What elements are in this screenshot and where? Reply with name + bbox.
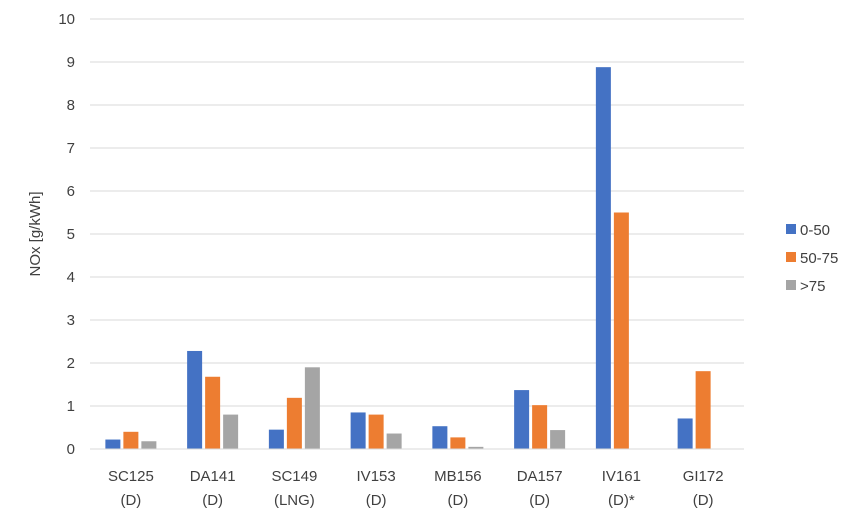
bar-0-50 [268, 429, 284, 449]
y-tick-label: 1 [67, 398, 75, 415]
bar-0-50 [187, 350, 203, 449]
bar-50-75 [123, 431, 139, 449]
bar->75 [141, 441, 157, 449]
y-tick-label: 4 [67, 269, 75, 286]
legend-label: >75 [800, 278, 825, 295]
y-tick-label: 0 [67, 441, 75, 458]
x-tick-label-line: SC149 [271, 468, 317, 485]
bar-0-50 [595, 67, 611, 449]
x-tick-label-line: (D)* [608, 492, 635, 509]
x-tick-label-line: GI172 [683, 468, 724, 485]
x-tick-label: IV161 (D)* [602, 468, 641, 509]
bar->75 [550, 430, 566, 449]
y-tick-label: 5 [67, 226, 75, 243]
x-tick-label: MB156 (D) [434, 468, 482, 509]
bar-50-75 [613, 212, 629, 449]
legend-label: 50-75 [800, 250, 838, 267]
bar-0-50 [514, 390, 530, 449]
x-tick-label-line: (LNG) [274, 492, 315, 509]
x-tick-label: GI172 (D) [683, 468, 724, 509]
y-tick-label: 10 [58, 11, 75, 28]
bar-0-50 [677, 418, 693, 449]
x-tick-label-line: DA157 [517, 468, 563, 485]
bar-50-75 [205, 376, 221, 449]
legend-label: 0-50 [800, 222, 830, 239]
x-tick-label-line: MB156 [434, 468, 482, 485]
bar-50-75 [450, 437, 466, 449]
bar->75 [386, 433, 402, 449]
legend-swatch [786, 252, 796, 262]
bar-50-75 [532, 405, 548, 449]
y-tick-label: 6 [67, 183, 75, 200]
bar-0-50 [432, 426, 448, 449]
x-tick-label: DA141 (D) [190, 468, 236, 509]
x-tick-label: DA157 (D) [517, 468, 563, 509]
y-tick-label: 2 [67, 355, 75, 372]
x-tick-label: SC149 (LNG) [271, 468, 317, 509]
x-tick-label-line: (D) [366, 492, 387, 509]
x-tick-label: IV153 (D) [357, 468, 396, 509]
legend: 0-50 50-75 >75 [786, 222, 838, 295]
x-tick-label-line: (D) [120, 492, 141, 509]
bar-50-75 [286, 397, 302, 449]
legend-swatch [786, 224, 796, 234]
y-tick-label: 3 [67, 312, 75, 329]
gridlines [90, 18, 744, 407]
y-tick-label: 9 [67, 54, 75, 71]
x-tick-label-line: (D) [693, 492, 714, 509]
x-tick-label: SC125 (D) [108, 468, 154, 509]
bars [105, 67, 711, 449]
x-tick-label-line: IV153 [357, 468, 396, 485]
y-axis-ticks: 0 1 2 3 4 5 6 7 8 9 10 [58, 11, 75, 458]
x-tick-label-line: (D) [202, 492, 223, 509]
y-tick-label: 7 [67, 140, 75, 157]
x-tick-label-line: IV161 [602, 468, 641, 485]
bar-0-50 [350, 412, 366, 449]
x-tick-label-line: (D) [529, 492, 550, 509]
bar->75 [468, 446, 484, 449]
bar->75 [223, 414, 239, 449]
bar->75 [304, 367, 320, 449]
y-axis-title: NOx [g/kWh] [27, 191, 44, 276]
bar-50-75 [695, 371, 711, 449]
x-tick-label-line: (D) [447, 492, 468, 509]
bar-50-75 [368, 414, 384, 449]
y-tick-label: 8 [67, 97, 75, 114]
x-tick-label-line: SC125 [108, 468, 154, 485]
bar-0-50 [105, 439, 121, 449]
x-tick-label-line: DA141 [190, 468, 236, 485]
x-axis-ticks: SC125 (D) DA141 (D) SC149 (LNG) IV153 (D) MB156 (… [108, 468, 724, 509]
legend-swatch [786, 280, 796, 290]
